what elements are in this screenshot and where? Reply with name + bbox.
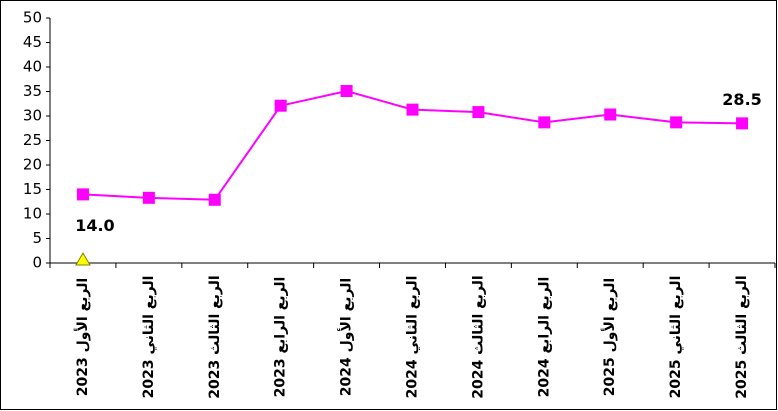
y-tick-label: 15 bbox=[23, 180, 42, 198]
point bbox=[274, 99, 287, 112]
y-tick-label: 50 bbox=[23, 9, 42, 27]
y-tick-label: 35 bbox=[23, 82, 42, 100]
x-tick-label: الربع الأول 2023 bbox=[74, 278, 91, 396]
point bbox=[208, 193, 221, 206]
x-tick-label: الربع الرابع 2024 bbox=[536, 277, 552, 398]
x-tick-label: الربع الثاني 2025 bbox=[668, 276, 684, 399]
point bbox=[538, 116, 551, 129]
x-tick-label: الربع الرابع 2023 bbox=[273, 277, 289, 398]
point bbox=[406, 103, 419, 116]
y-tick-label: 20 bbox=[23, 156, 42, 174]
y-tick-label: 10 bbox=[23, 205, 42, 223]
y-tick-label: 25 bbox=[23, 131, 42, 149]
point bbox=[670, 116, 683, 129]
x-tick-label: الربع الأول 2024 bbox=[338, 278, 355, 396]
x-tick-label: الربع الثاني 2023 bbox=[141, 276, 157, 399]
point bbox=[142, 191, 155, 204]
y-tick-label: 45 bbox=[23, 33, 42, 51]
x-tick-label: الربع الأول 2025 bbox=[601, 278, 618, 396]
y-tick-label: 30 bbox=[23, 107, 42, 125]
x-tick-label: الربع الثالث 2025 bbox=[734, 275, 750, 398]
x-tick-label: الربع الثاني 2024 bbox=[405, 276, 421, 399]
point bbox=[75, 252, 91, 266]
y-tick-label: 0 bbox=[32, 254, 42, 272]
x-tick-label: الربع الثالث 2024 bbox=[470, 275, 486, 398]
y-tick-label: 5 bbox=[32, 229, 42, 247]
y-tick-label: 40 bbox=[23, 58, 42, 76]
point bbox=[340, 85, 353, 98]
point bbox=[472, 106, 485, 119]
x-tick-label: الربع الثالث 2023 bbox=[207, 275, 223, 398]
data-label: 28.5 bbox=[722, 90, 761, 109]
point bbox=[76, 188, 89, 201]
data-label: 14.0 bbox=[75, 216, 114, 235]
point bbox=[604, 108, 617, 121]
point bbox=[736, 117, 749, 130]
